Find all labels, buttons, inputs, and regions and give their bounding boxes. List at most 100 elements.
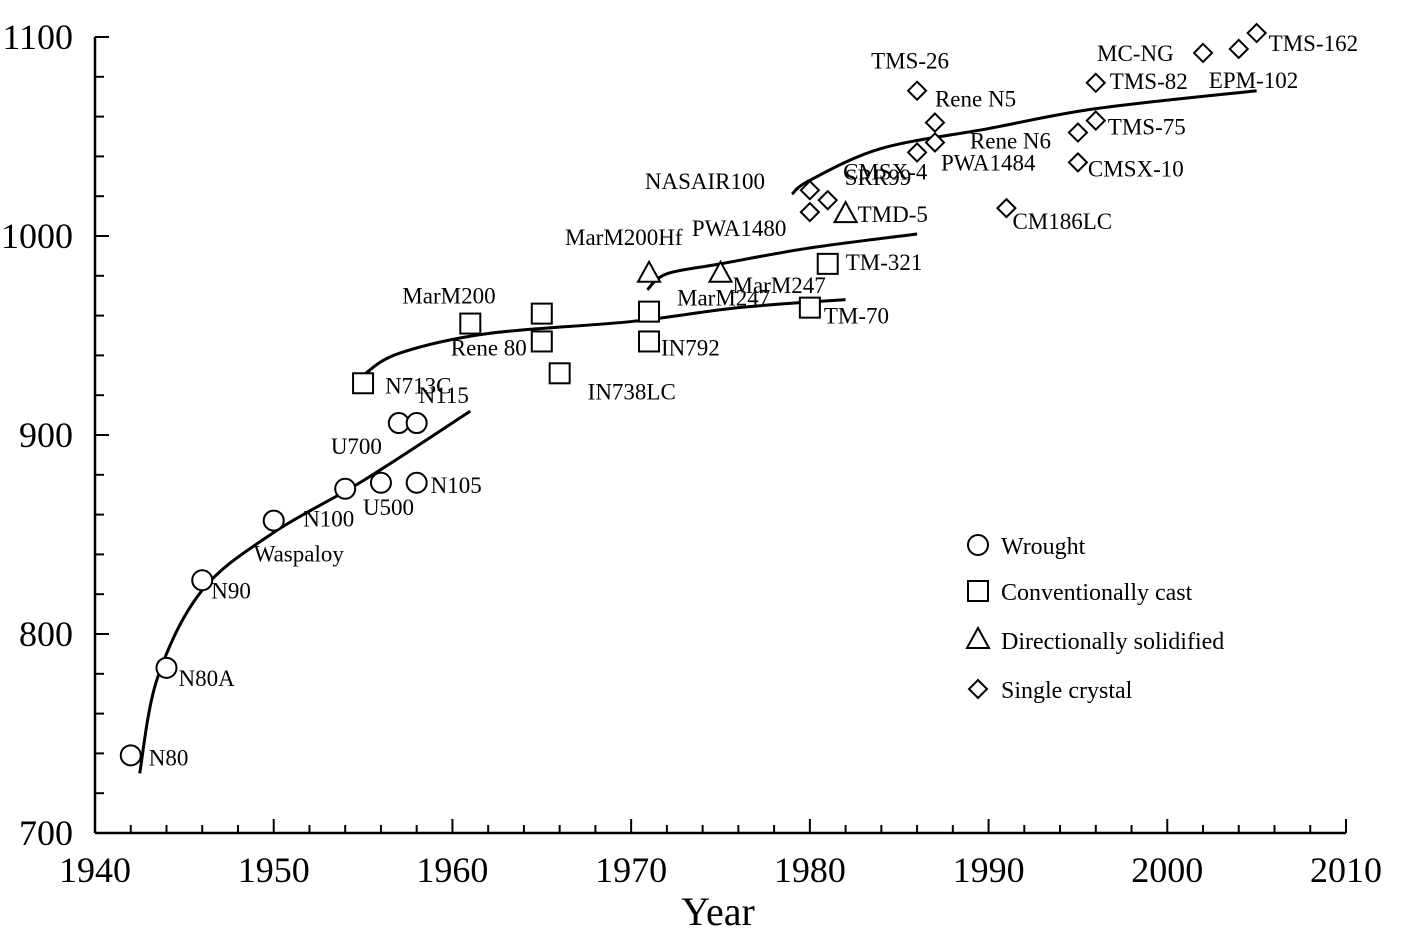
triangle-marker-marm200hf [636,259,662,283]
point-label-tms-26: TMS-26 [871,49,949,74]
y-tick-label: 700 [19,813,73,853]
diamond-marker-tms-82 [1085,72,1107,94]
circle-marker-n105 [405,471,428,494]
x-axis-title: Year [681,889,755,933]
diamond-marker-pwa1484 [924,132,946,153]
point-label-tmd-5: TMD-5 [858,202,928,227]
trend-line-2 [362,298,846,377]
point-label-marm247: MarM247 [733,273,826,298]
point-label-n115: N115 [419,383,469,408]
legend-label-single-crystal: Single crystal [1001,678,1133,704]
point-label-pwa1484: PWA1484 [941,150,1036,175]
diamond-marker-mc-ng [1192,42,1214,64]
y-tick-label: 1000 [1,216,73,256]
point-label-nasair100: NASAIR100 [645,169,765,194]
legend-label-directionally-solidified: Directionally solidified [1001,629,1224,655]
circle-marker-n100 [334,477,357,500]
circle-marker-u500 [369,471,392,494]
point-label-mc-ng: MC-NG [1097,41,1174,66]
trend-lines [138,89,1257,774]
point-label-tm-70: TM-70 [824,304,889,329]
legend-triangle-icon [965,625,991,649]
diamond-marker-rene-n5 [924,112,946,133]
point-label-rene-80: Rene 80 [451,335,527,360]
diamond-marker-rene-n6 [1067,122,1089,143]
trend-line-1 [138,409,472,774]
square-marker-marm247 [638,300,661,323]
diamond-marker-cmsx-4 [906,142,928,163]
legend-square-icon [967,580,989,602]
diamond-marker-pwa1480 [799,201,821,223]
ticks: 1940 1950 1960 1970 1980 1990 2000 2010 700 800 90… [1,17,1382,890]
legend-diamond-icon [967,678,989,700]
point-label-in738lc: IN738LC [588,379,676,404]
diamond-marker-cmsx-10 [1067,151,1089,173]
x-tick-label: 1950 [238,850,310,890]
point-label-marm200: MarM200 [402,284,495,309]
trend-line-3 [646,232,918,291]
diamond-marker-epm-102 [1228,38,1250,60]
x-tick-label: 1980 [774,850,846,890]
square-marker [530,302,553,325]
legend-label-wrought: Wrought [1001,534,1086,560]
square-marker-tm-70 [798,296,821,319]
diamond-marker-srr99 [817,189,839,211]
point-label-tm-321: TM-321 [846,250,923,275]
point-label-waspaloy: Waspaloy [254,542,345,567]
point-label-u500: U500 [363,495,414,520]
point-label-marm200hf: MarM200Hf [565,225,683,250]
square-marker-n713c [352,372,375,395]
legend-label-conventionally-cast: Conventionally cast [1001,580,1193,606]
y-tick-label: 1100 [2,17,73,57]
diamond-marker-tms-162 [1246,22,1268,44]
point-label-cmsx-10: CMSX-10 [1088,156,1184,181]
point-label-n100: N100 [303,507,354,532]
point-label-tms-75: TMS-75 [1108,115,1186,140]
circle-marker-n80a [155,656,178,679]
legend: Wrought Conventionally cast Directionally … [965,534,1224,704]
triangle-marker-tmd-5 [832,200,859,224]
point-label-cm186lc: CM186LC [1012,209,1112,234]
point-label-n80a: N80A [178,666,235,691]
point-label-n80: N80 [149,745,189,770]
point-label-in792: IN792 [661,335,720,360]
x-tick-label: 1990 [953,850,1025,890]
data-markers [119,22,1268,767]
x-tick-label: 2000 [1131,850,1203,890]
point-label-pwa1480: PWA1480 [692,216,787,241]
point-label-cmsx-4: CMSX-4 [843,159,928,184]
point-label-rene-n5: Rene N5 [935,87,1016,112]
point-label-n713c: N713C [385,373,451,398]
circle-marker-n115 [405,412,428,435]
circle-marker-n80 [119,744,142,767]
point-label-srr99: SRR99 [845,165,911,190]
point-label-rene-n6: Rene N6 [970,129,1051,154]
square-marker-marm200 [459,312,482,335]
y-tick-label: 900 [19,415,73,455]
x-tick-label: 1960 [416,850,488,890]
legend-circle-icon [967,534,989,556]
point-label-n90: N90 [211,578,251,603]
diamond-marker-nasair100 [799,179,821,201]
diamond-marker-tms-26 [906,80,928,102]
square-marker-tm-321 [816,252,839,275]
point-label-epm-102: EPM-102 [1209,68,1298,93]
x-tick-label: 1940 [59,850,131,890]
x-tick-label: 1970 [595,850,667,890]
triangle-marker-marm247 [707,259,734,283]
square-marker-rene-80 [530,330,553,353]
point-label-u700: U700 [331,434,382,459]
point-label-tms-162: TMS-162 [1269,31,1358,56]
diamond-marker-cm186lc [996,197,1017,219]
y-tick-label: 800 [19,614,73,654]
circle-marker-waspaloy [262,509,285,532]
diamond-marker-tms-75 [1085,110,1107,131]
point-label-n105: N105 [431,473,482,498]
x-tick-label: 2010 [1310,850,1382,890]
square-marker-in792 [638,330,661,353]
circle-marker-n90 [191,569,214,592]
point-label-tms-82: TMS-82 [1110,69,1188,94]
square-marker-in738lc [548,362,571,385]
